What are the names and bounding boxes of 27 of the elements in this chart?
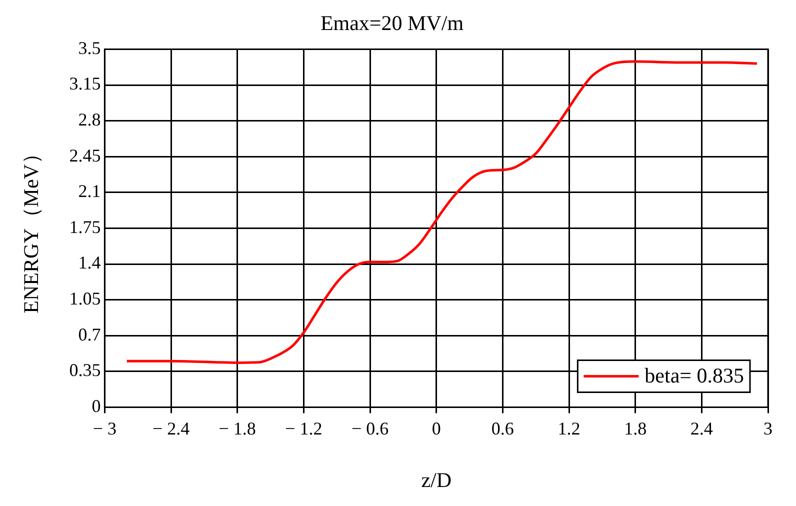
y-tick-label: 2.45 (69, 145, 101, 166)
x-tick-label: − 0.6 (351, 418, 389, 439)
x-tick-label: 1.8 (624, 418, 647, 439)
y-tick-label: 0.35 (69, 360, 101, 380)
legend-label: beta= 0.835 (644, 364, 744, 388)
y-tick-label: 3.15 (69, 74, 101, 94)
x-tick-label: − 1.8 (218, 418, 256, 439)
y-tick-label: 1.05 (69, 288, 101, 309)
x-tick-label: 1.2 (558, 418, 580, 439)
x-tick-label: − 2.4 (152, 418, 190, 439)
y-tick-label: 2.1 (78, 181, 101, 202)
y-tick-label: 0.7 (78, 324, 101, 344)
y-tick-label: 2.8 (78, 110, 101, 130)
x-axis-title: z/D (421, 468, 452, 492)
x-tick-label: − 3 (92, 418, 117, 439)
chart-title: Emax=20 MV/m (320, 11, 464, 36)
y-tick-label: 1.4 (78, 252, 101, 273)
x-tick-label: 0.6 (491, 418, 514, 439)
y-axis-title: ENERGY（MeV） (19, 143, 44, 314)
x-tick-label: 3 (764, 418, 772, 439)
x-tick-label: − 1.2 (285, 418, 322, 439)
y-tick-label: 3.5 (78, 38, 101, 58)
x-tick-label: 0 (432, 418, 441, 439)
line-series (126, 60, 758, 364)
y-tick-label: 0 (92, 396, 101, 416)
x-tick-label: 2.4 (690, 418, 713, 439)
y-tick-label: 1.75 (69, 216, 101, 237)
